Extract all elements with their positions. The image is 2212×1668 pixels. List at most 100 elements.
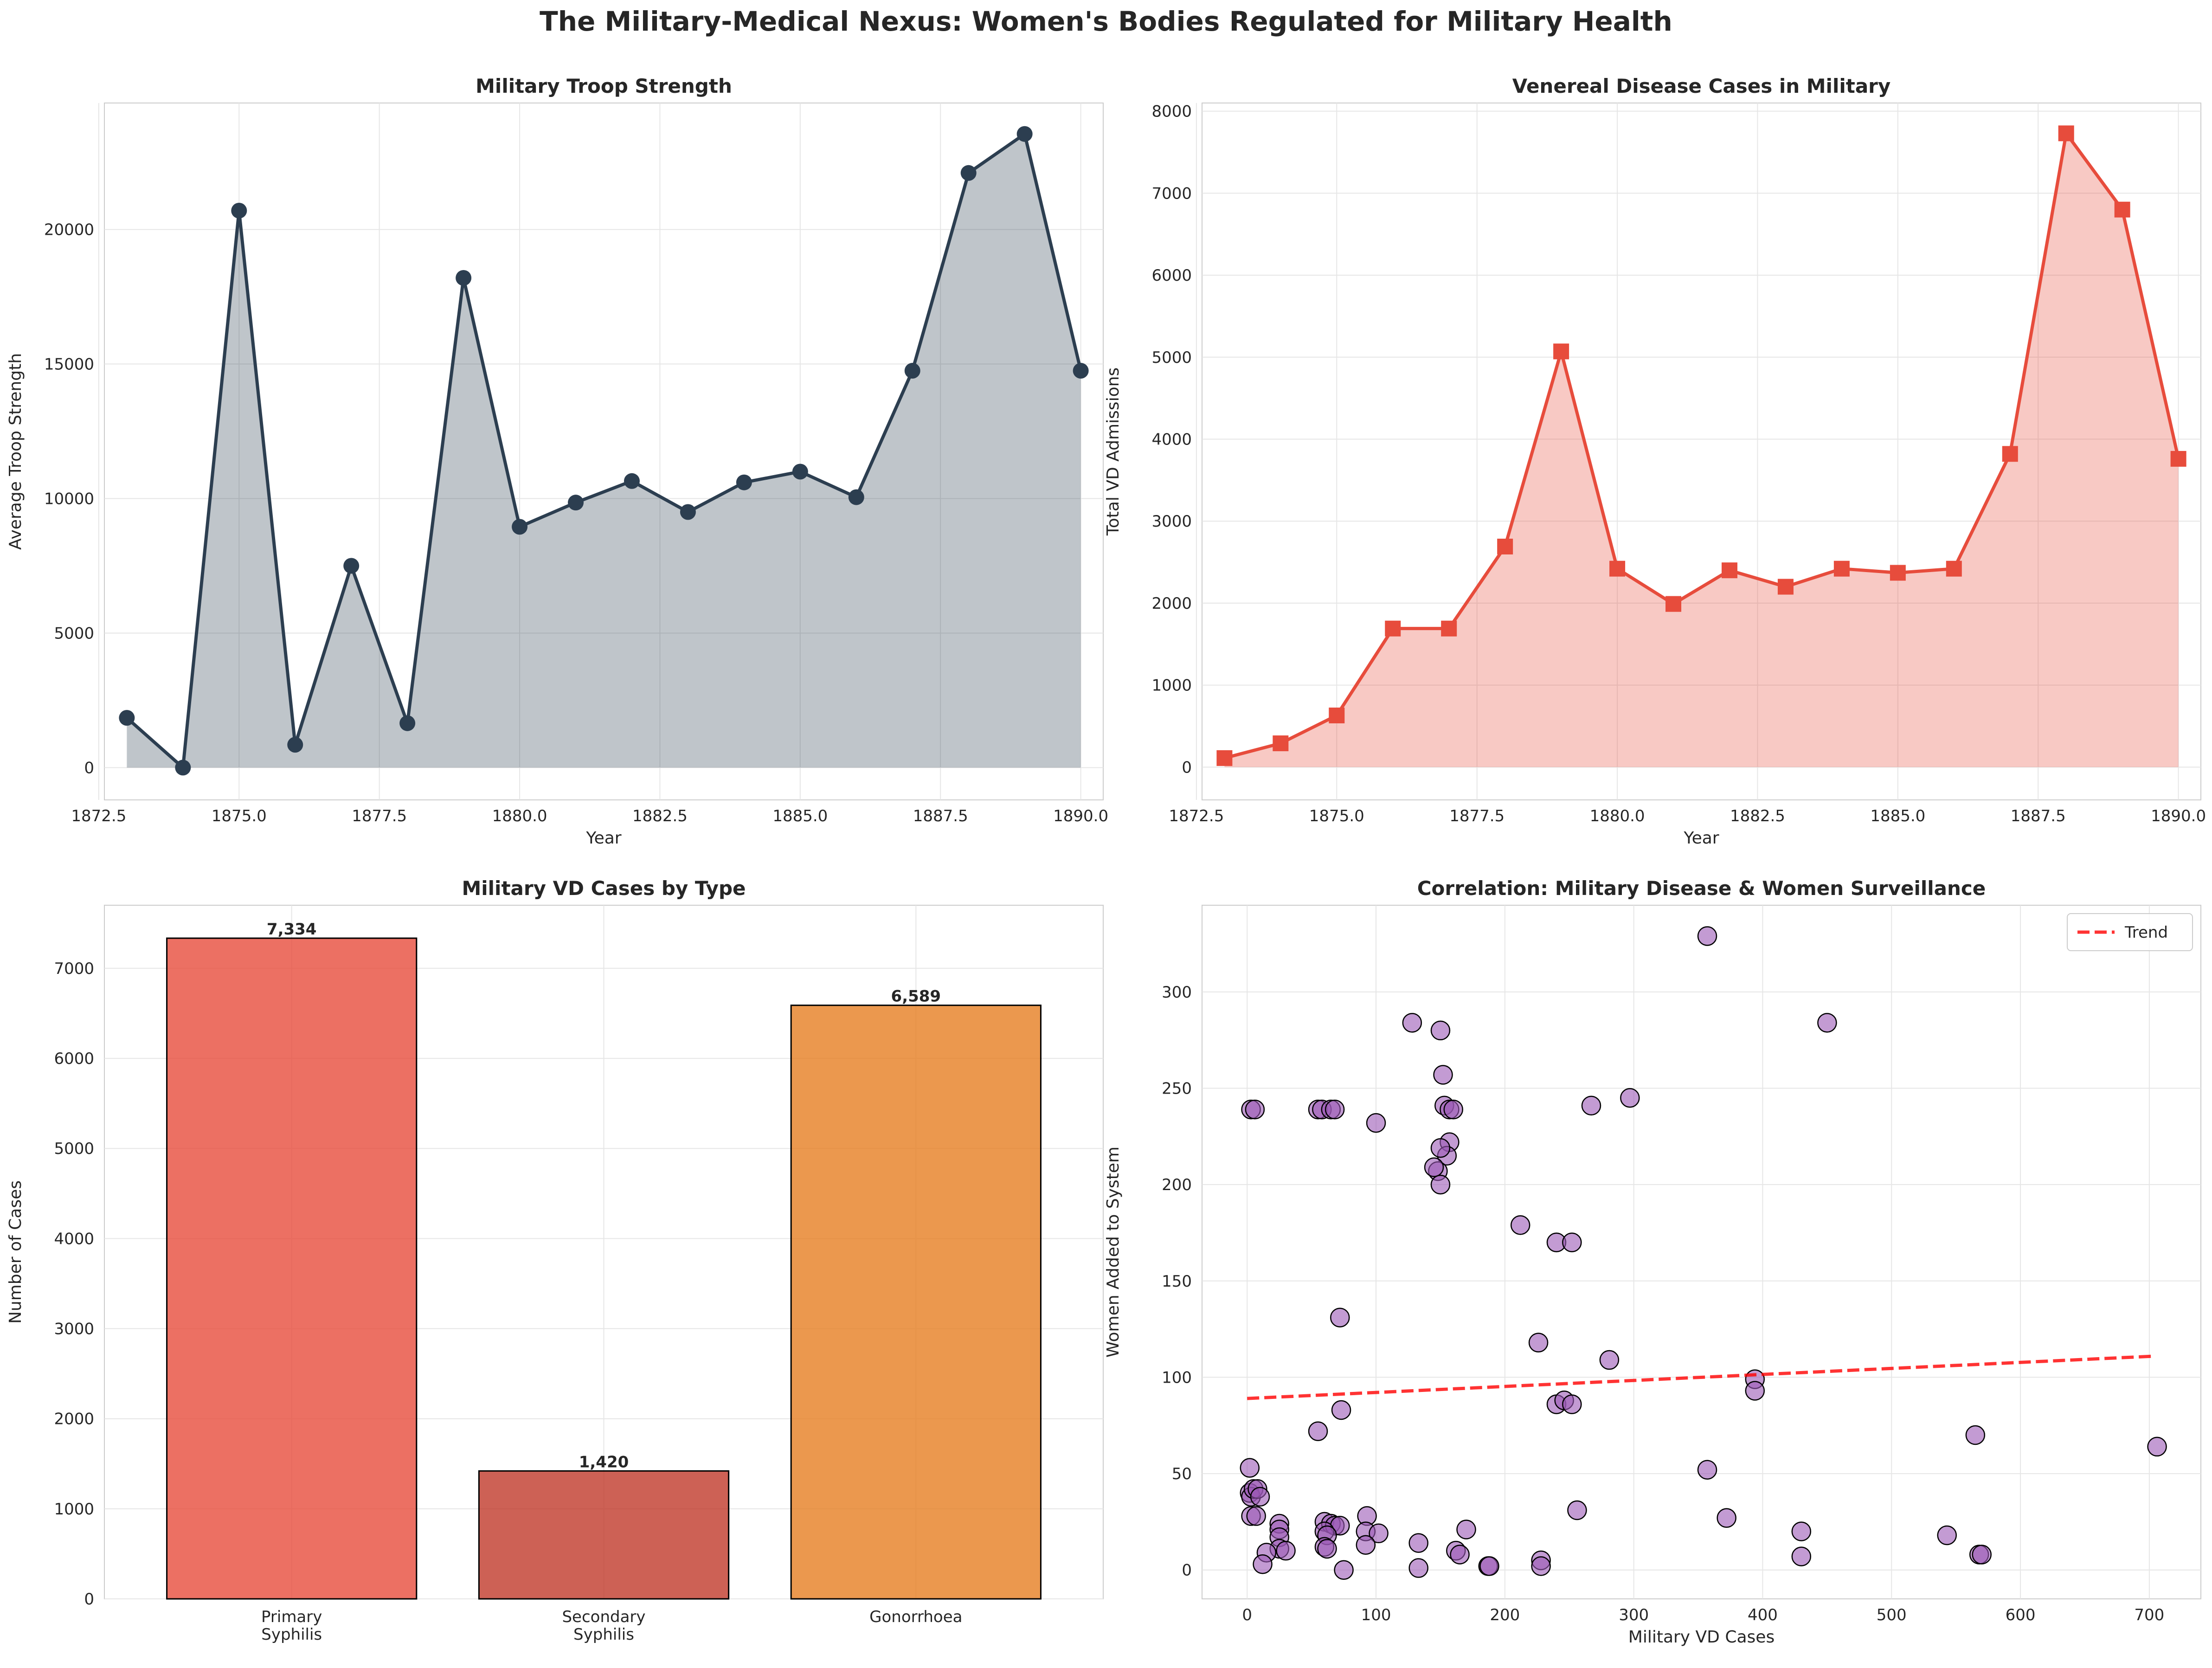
scatter-point xyxy=(1456,1520,1476,1539)
data-point xyxy=(1216,750,1233,766)
plot-area xyxy=(1202,905,2201,1599)
bar xyxy=(166,937,418,1600)
scatter-point xyxy=(1567,1500,1587,1520)
data-point xyxy=(1385,620,1401,637)
x-tick-label: 1885.0 xyxy=(772,807,828,825)
scatter-point xyxy=(1325,1099,1345,1120)
y-tick-label: 5000 xyxy=(54,624,94,643)
scatter-point xyxy=(1937,1525,1957,1546)
subplot-4: 0 100 200 300 400 500 600 700 0 50 100 150 200 250 300… xyxy=(1104,877,2201,1647)
scatter-point xyxy=(1717,1508,1736,1528)
scatter-point xyxy=(1330,1307,1350,1327)
y-tick-label: 6000 xyxy=(1151,266,1192,285)
data-point xyxy=(287,737,303,753)
x-tick-label: 1882.5 xyxy=(1730,807,1785,825)
y-tick-label: 0 xyxy=(1182,1561,1192,1580)
data-point xyxy=(848,489,864,505)
legend-label: Trend xyxy=(2124,923,2168,942)
data-point xyxy=(1721,562,1737,579)
series-line xyxy=(1224,131,2180,760)
scatter-point xyxy=(1356,1535,1376,1555)
scatter-point xyxy=(1245,1099,1265,1120)
x-tick-label: 700 xyxy=(2134,1606,2164,1624)
y-tick-label: 1000 xyxy=(1151,676,1192,695)
x-tick-label: 1872.5 xyxy=(1169,807,1224,825)
y-tick-label: 10000 xyxy=(44,489,94,508)
scatter-point xyxy=(1697,926,1717,946)
bar-value-label: 1,420 xyxy=(579,1453,629,1471)
data-point xyxy=(1497,538,1513,554)
data-point xyxy=(1946,560,1962,577)
x-tick-label: 1887.5 xyxy=(913,807,968,825)
x-tick-label: 1880.0 xyxy=(492,807,547,825)
data-point xyxy=(568,495,584,511)
x-tick-label: 200 xyxy=(1490,1606,1520,1624)
x-tick-label: 1877.5 xyxy=(352,807,407,825)
y-tick-label: 0 xyxy=(84,759,94,777)
data-point xyxy=(2002,446,2018,462)
x-tick-label: Syphilis xyxy=(573,1625,634,1644)
x-axis-label: Military VD Cases xyxy=(1628,1628,1775,1647)
data-point xyxy=(624,473,640,489)
scatter-point xyxy=(1791,1546,1812,1566)
x-tick-label: 1875.0 xyxy=(1309,807,1364,825)
y-tick-label: 5000 xyxy=(54,1140,94,1158)
y-tick-label: 4000 xyxy=(1151,430,1192,449)
x-tick-label: 600 xyxy=(2006,1606,2036,1624)
bar xyxy=(790,1005,1042,1600)
data-point xyxy=(512,519,528,535)
plot-area xyxy=(104,103,1104,800)
scatter-point xyxy=(1402,1013,1422,1033)
subplot-1: 1872.5 1875.0 1877.5 1880.0 1882.5 1885.0 1887… xyxy=(6,75,1108,848)
data-point xyxy=(2170,451,2186,467)
y-axis-label: Number of Cases xyxy=(6,1180,25,1324)
y-tick-label: 15000 xyxy=(44,355,94,374)
scatter-point xyxy=(2147,1436,2167,1457)
subplot-3: 0 1000 2000 3000 4000 5000 6000 7000 Military VD… xyxy=(6,877,1104,1644)
data-point xyxy=(1016,126,1033,142)
x-tick-label: 1875.0 xyxy=(212,807,267,825)
scatter-point xyxy=(1562,1232,1582,1252)
x-tick-label: 1887.5 xyxy=(2011,807,2066,825)
y-tick-label: 2000 xyxy=(54,1410,94,1429)
data-point xyxy=(736,474,752,490)
data-point xyxy=(1665,596,1682,612)
scatter-point xyxy=(1334,1560,1354,1580)
trend-line xyxy=(1247,1354,2156,1400)
x-tick-label: 1872.5 xyxy=(71,807,126,825)
data-point xyxy=(399,715,416,731)
y-tick-label: 3000 xyxy=(1151,512,1192,531)
x-tick-label: 1890.0 xyxy=(1053,807,1108,825)
scatter-point xyxy=(1369,1523,1389,1544)
subplot-title: Correlation: Military Disease & Women Su… xyxy=(1417,877,1986,900)
data-point xyxy=(1553,343,1569,360)
scatter-point xyxy=(1408,1533,1428,1553)
scatter-point xyxy=(1599,1350,1620,1370)
data-point xyxy=(456,270,472,286)
scatter-point xyxy=(1443,1099,1463,1120)
scatter-point xyxy=(1430,1138,1451,1158)
data-point xyxy=(960,165,977,181)
scatter-point xyxy=(1366,1113,1386,1133)
x-tick-label: 1885.0 xyxy=(1870,807,1925,825)
x-tick-label: 100 xyxy=(1361,1606,1391,1624)
data-point xyxy=(1777,579,1794,595)
scatter-point xyxy=(1253,1554,1273,1574)
scatter-point xyxy=(1246,1506,1266,1526)
scatter-point xyxy=(1531,1556,1551,1576)
data-point xyxy=(2114,201,2130,218)
y-tick-label: 200 xyxy=(1162,1176,1192,1194)
scatter-point xyxy=(1408,1558,1428,1578)
scatter-point xyxy=(1620,1088,1640,1108)
data-point xyxy=(792,464,808,480)
scatter-point xyxy=(1479,1556,1499,1576)
scatter-point xyxy=(1817,1013,1837,1033)
x-tick-label: Secondary xyxy=(562,1608,645,1626)
legend-box xyxy=(2067,913,2193,951)
y-tick-label: 20000 xyxy=(44,221,94,239)
y-axis-label: Women Added to System xyxy=(1104,1146,1123,1358)
y-tick-label: 8000 xyxy=(1151,103,1192,121)
y-tick-label: 1000 xyxy=(54,1500,94,1519)
scatter-point xyxy=(1433,1065,1453,1085)
x-axis-label: Year xyxy=(585,829,621,848)
